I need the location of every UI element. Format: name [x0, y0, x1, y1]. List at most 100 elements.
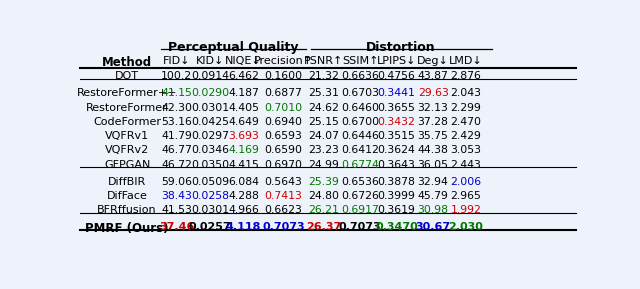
Text: 0.6917: 0.6917 [341, 205, 379, 215]
Text: 6.084: 6.084 [228, 177, 259, 187]
Text: 25.15: 25.15 [308, 117, 339, 127]
Text: 0.3655: 0.3655 [378, 103, 415, 113]
Text: 44.38: 44.38 [418, 145, 449, 155]
Text: 21.32: 21.32 [308, 71, 339, 81]
Text: 2.876: 2.876 [451, 71, 481, 81]
Text: 4.966: 4.966 [228, 205, 259, 215]
Text: 0.6636: 0.6636 [341, 71, 379, 81]
Text: 0.6446: 0.6446 [341, 131, 379, 141]
Text: 24.99: 24.99 [308, 160, 339, 170]
Text: 0.3432: 0.3432 [378, 117, 415, 127]
Text: 23.23: 23.23 [308, 145, 339, 155]
Text: BFRffusion: BFRffusion [97, 205, 157, 215]
Text: 0.7010: 0.7010 [264, 103, 303, 113]
Text: 53.16: 53.16 [161, 117, 192, 127]
Text: 0.4756: 0.4756 [378, 71, 415, 81]
Text: Precision↑: Precision↑ [254, 56, 313, 66]
Text: 25.39: 25.39 [308, 177, 339, 187]
Text: 30.67: 30.67 [415, 222, 451, 232]
Text: RestoreFormer: RestoreFormer [86, 103, 168, 113]
Text: PMRF (Ours): PMRF (Ours) [85, 222, 169, 235]
Text: GFPGAN: GFPGAN [104, 160, 150, 170]
Text: 29.63: 29.63 [418, 88, 449, 98]
Text: VQFRv2: VQFRv2 [105, 145, 149, 155]
Text: DiffBIR: DiffBIR [108, 177, 147, 187]
Text: DOT: DOT [115, 71, 139, 81]
Text: 30.98: 30.98 [418, 205, 449, 215]
Text: 37.28: 37.28 [418, 117, 449, 127]
Text: 2.443: 2.443 [451, 160, 481, 170]
Text: LPIPS↓: LPIPS↓ [377, 56, 416, 66]
Text: 26.21: 26.21 [308, 205, 339, 215]
Text: 4.649: 4.649 [228, 117, 259, 127]
Text: 37.46: 37.46 [159, 222, 195, 232]
Text: 0.6703: 0.6703 [341, 88, 380, 98]
Text: Perceptual Quality: Perceptual Quality [168, 41, 298, 54]
Text: Method: Method [102, 56, 152, 69]
Text: 0.3515: 0.3515 [378, 131, 415, 141]
Text: 0.6623: 0.6623 [264, 205, 302, 215]
Text: 0.3999: 0.3999 [378, 191, 415, 201]
Text: RestoreFormer++: RestoreFormer++ [77, 88, 177, 98]
Text: SSIM↑: SSIM↑ [342, 56, 378, 66]
Text: 4.415: 4.415 [228, 160, 259, 170]
Text: 1.992: 1.992 [451, 205, 481, 215]
Text: 2.030: 2.030 [449, 222, 483, 232]
Text: 25.31: 25.31 [308, 88, 339, 98]
Text: 0.3624: 0.3624 [378, 145, 415, 155]
Text: 24.62: 24.62 [308, 103, 339, 113]
Text: 0.0914: 0.0914 [191, 71, 229, 81]
Text: 0.6940: 0.6940 [264, 117, 302, 127]
Text: 43.87: 43.87 [418, 71, 449, 81]
Text: 42.30: 42.30 [161, 103, 192, 113]
Text: 0.0346: 0.0346 [191, 145, 229, 155]
Text: 59.06: 59.06 [161, 177, 192, 187]
Text: 0.6700: 0.6700 [341, 117, 380, 127]
Text: Deg↓: Deg↓ [417, 56, 449, 66]
Text: 32.13: 32.13 [418, 103, 449, 113]
Text: 0.5643: 0.5643 [264, 177, 302, 187]
Text: 36.05: 36.05 [418, 160, 449, 170]
Text: LMD↓: LMD↓ [449, 56, 483, 66]
Text: 46.77: 46.77 [161, 145, 192, 155]
Text: 0.6536: 0.6536 [341, 177, 379, 187]
Text: 4.288: 4.288 [228, 191, 259, 201]
Text: 0.6590: 0.6590 [264, 145, 302, 155]
Text: DifFace: DifFace [107, 191, 148, 201]
Text: PSNR↑: PSNR↑ [305, 56, 344, 66]
Text: 24.80: 24.80 [308, 191, 340, 201]
Text: CodeFormer: CodeFormer [93, 117, 161, 127]
Text: 38.43: 38.43 [161, 191, 192, 201]
Text: 0.3470: 0.3470 [375, 222, 418, 232]
Text: 41.79: 41.79 [161, 131, 192, 141]
Text: 46.72: 46.72 [161, 160, 192, 170]
Text: 0.6970: 0.6970 [264, 160, 302, 170]
Text: 3.693: 3.693 [228, 131, 259, 141]
Text: 4.187: 4.187 [228, 88, 259, 98]
Text: 0.7413: 0.7413 [264, 191, 302, 201]
Text: 0.3441: 0.3441 [378, 88, 415, 98]
Text: 0.0425: 0.0425 [191, 117, 229, 127]
Text: 100.2: 100.2 [161, 71, 192, 81]
Text: 4.118: 4.118 [226, 222, 261, 232]
Text: 0.0350: 0.0350 [191, 160, 229, 170]
Text: 6.462: 6.462 [228, 71, 259, 81]
Text: 0.6877: 0.6877 [264, 88, 302, 98]
Text: 45.79: 45.79 [418, 191, 449, 201]
Text: 2.965: 2.965 [451, 191, 481, 201]
Text: 2.006: 2.006 [451, 177, 481, 187]
Text: 0.6593: 0.6593 [264, 131, 302, 141]
Text: 2.429: 2.429 [451, 131, 481, 141]
Text: 0.1600: 0.1600 [264, 71, 303, 81]
Text: 0.0257: 0.0257 [189, 222, 231, 232]
Text: 0.3878: 0.3878 [378, 177, 415, 187]
Text: 0.0301: 0.0301 [191, 103, 229, 113]
Text: 0.6726: 0.6726 [341, 191, 379, 201]
Text: 26.37: 26.37 [307, 222, 342, 232]
Text: 2.043: 2.043 [451, 88, 481, 98]
Text: 35.75: 35.75 [418, 131, 449, 141]
Text: VQFRv1: VQFRv1 [105, 131, 149, 141]
Text: 0.7073: 0.7073 [339, 222, 381, 232]
Text: NIQE↓: NIQE↓ [225, 56, 262, 66]
Text: 0.7073: 0.7073 [262, 222, 305, 232]
